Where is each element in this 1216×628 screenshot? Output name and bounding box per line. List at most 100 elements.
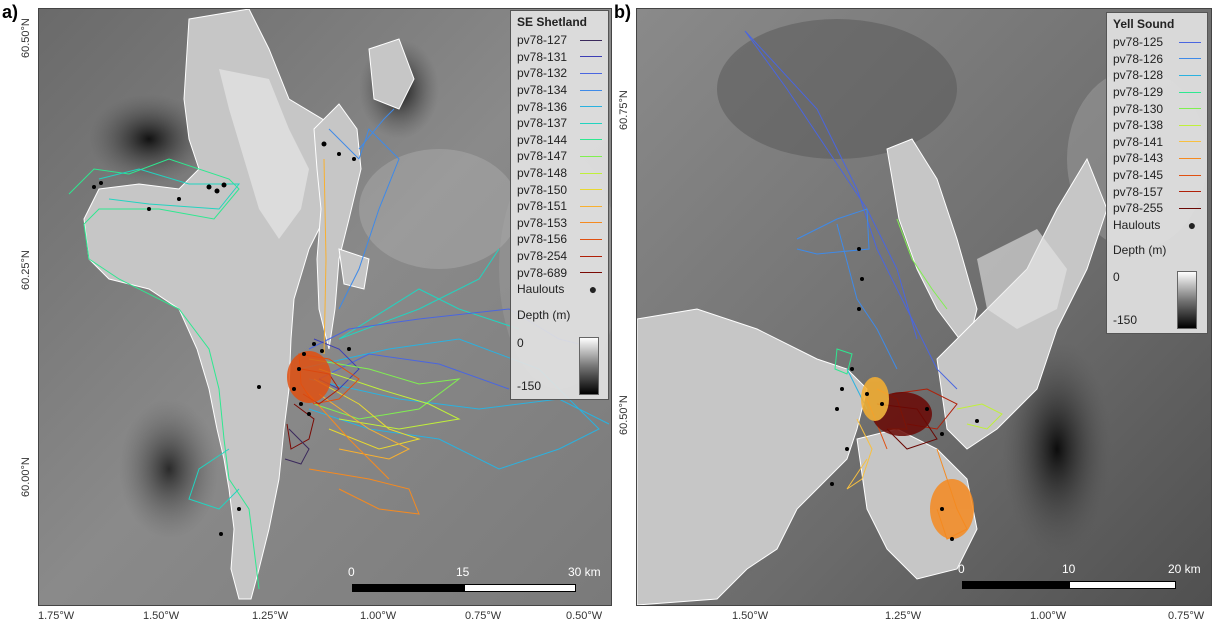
legend-item-pv78-157: pv78-157 [1111,183,1203,200]
legend-item-pv78-136: pv78-136 [515,98,604,115]
legend-line-swatch [1179,108,1201,110]
track-pv78-157 [891,388,958,430]
legend-item-pv78-134: pv78-134 [515,82,604,99]
legend-line-swatch [580,89,602,91]
track-pv78-131 [313,338,360,390]
legend-depth-max-a: 0 [517,336,524,350]
legend-item-label: pv78-129 [1113,85,1164,100]
y-tick-a-0: 60.50°N [20,18,32,58]
legend-line-swatch [1179,58,1201,60]
legend-line-swatch [580,122,602,124]
x-tick-b-3: 0.75°W [1168,610,1205,622]
shallow-shelf-a [219,69,309,239]
x-tick-b-2: 1.00°W [1030,610,1067,622]
legend-item-label: pv78-126 [1113,51,1164,66]
x-tick-a-1: 1.50°W [143,610,180,622]
legend-item-label: pv78-151 [517,199,568,214]
track-pv78-126 [796,208,898,370]
legend-item-pv78-156: pv78-156 [515,231,604,248]
legend-item-label: pv78-157 [1113,184,1164,199]
track-pv78-138 [956,403,1003,430]
legend-item-label: pv78-148 [517,166,568,181]
scale-seg-black-b [962,581,1069,589]
track-pv78-141 [846,418,873,490]
scale-bar-a [352,584,576,592]
land-islands-a [338,38,415,290]
legend-line-swatch [1179,124,1201,126]
legend-line-swatch [580,155,602,157]
legend-line-swatch [580,39,602,41]
legend-item-pv78-132: pv78-132 [515,65,604,82]
legend-haulouts-label-a: Haulouts [517,282,565,297]
track-pv78-129 [834,348,853,375]
legend-item-label: pv78-144 [517,132,568,147]
panel-b-label: b) [614,2,631,22]
legend-item-label: pv78-143 [1113,151,1164,166]
legend-line-swatch [580,222,602,224]
deep-basin-a1 [89,94,209,184]
legend-item-label: pv78-147 [517,149,568,164]
legend-item-pv78-151: pv78-151 [515,198,604,215]
x-tick-a-0: 1.75°W [38,610,75,622]
scale-label-end-a: 30 km [568,565,601,579]
scale-label-0-a: 0 [348,565,355,579]
scale-seg-white-b [1069,581,1176,589]
legend-item-label: pv78-138 [1113,118,1164,133]
track-pv78-127 [284,428,310,465]
legend-line-swatch [580,172,602,174]
depth-colorbar-b [1177,271,1197,329]
legend-item-pv78-137: pv78-137 [515,115,604,132]
legend-line-swatch [1179,157,1201,159]
legend-line-swatch [580,255,602,257]
shallow-shelf-b [977,229,1067,329]
scale-label-0-b: 0 [958,562,965,576]
legend-item-label: pv78-136 [517,99,568,114]
track-pv78-137 [98,168,520,510]
x-tick-a-3: 1.00°W [360,610,397,622]
legend-line-swatch [580,238,602,240]
scale-label-end-b: 20 km [1168,562,1201,576]
legend-item-pv78-128: pv78-128 [1111,67,1203,84]
legend-item-pv78-150: pv78-150 [515,181,604,198]
legend-depth-min-b: -150 [1113,313,1138,327]
legend-rows-b: pv78-125 pv78-126 pv78-128 pv78-129 pv78-130… [1111,34,1203,217]
track-pv78-125 [744,30,958,390]
legend-panel-b: Yell Sound pv78-125 pv78-126 pv78-128 pv78-… [1106,12,1208,334]
scale-seg-white-a [464,584,576,592]
y-tick-b-0: 60.75°N [618,90,630,130]
legend-item-label: pv78-141 [1113,134,1164,149]
legend-item-label: pv78-127 [517,33,568,48]
x-tick-a-4: 0.75°W [465,610,502,622]
legend-title-a: SE Shetland [517,15,588,29]
panel-a-label: a) [2,2,19,22]
legend-item-pv78-147: pv78-147 [515,148,604,165]
legend-item-pv78-130: pv78-130 [1111,100,1203,117]
legend-item-pv78-153: pv78-153 [515,215,604,232]
legend-item-label: pv78-255 [1113,201,1164,216]
haulout-cluster-a [287,351,331,403]
legend-item-label: pv78-137 [517,116,568,131]
legend-title-b: Yell Sound [1113,17,1175,31]
legend-item-pv78-255: pv78-255 [1111,200,1203,217]
legend-line-swatch [1179,207,1201,209]
track-pv78-150 [313,378,421,450]
y-tick-b-1: 60.50°N [618,395,630,435]
legend-item-pv78-144: pv78-144 [515,132,604,149]
depth-colorbar-a [579,337,599,395]
scale-bar-b [962,581,1176,589]
legend-item-pv78-126: pv78-126 [1111,51,1203,68]
legend-item-pv78-689: pv78-689 [515,264,604,281]
legend-item-pv78-143: pv78-143 [1111,150,1203,167]
scale-label-mid-b: 10 [1062,562,1076,576]
legend-line-swatch [580,139,602,141]
y-tick-a-2: 60.00°N [20,457,32,497]
legend-panel-a: SE Shetland pv78-127 pv78-131 pv78-132 pv78… [510,10,609,400]
legend-haulouts-b: Haulouts ● [1111,217,1203,234]
legend-item-label: pv78-125 [1113,35,1164,50]
haulout-dot-icon: ● [588,281,598,298]
legend-line-swatch [580,189,602,191]
legend-line-swatch [1179,91,1201,93]
legend-item-pv78-127: pv78-127 [515,32,604,49]
x-tick-b-1: 1.25°W [885,610,922,622]
legend-line-swatch [1179,74,1201,76]
